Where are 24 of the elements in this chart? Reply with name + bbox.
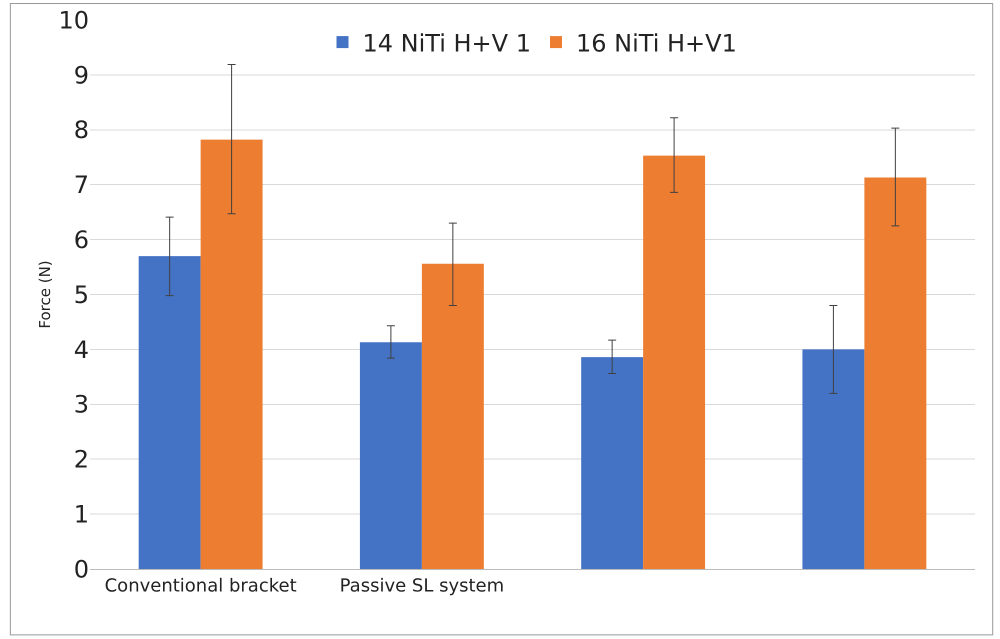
y-tick-label: 7 [74,171,89,200]
y-tick-label: 10 [58,6,89,34]
bar [864,178,926,569]
bar [581,357,644,569]
y-tick-label: 4 [74,336,89,364]
legend-label: 14 NiTi H+V 1 [362,29,531,58]
bar [200,140,263,569]
x-tick-label: Passive SL system [340,576,504,597]
y-tick-label: 9 [74,61,89,90]
y-axis-title: Force (N) [36,260,54,329]
x-tick-label: Conventional bracket [104,576,297,597]
bar [422,264,484,569]
y-tick-label: 8 [74,116,89,144]
bar [138,256,201,569]
y-tick-label: 5 [74,280,89,309]
y-tick-label: 2 [74,446,89,474]
bar [360,342,422,569]
y-tick-label: 0 [74,555,89,584]
bar [802,349,864,569]
y-tick-label: 3 [74,390,89,419]
legend-label: 16 NiTi H+V1 [576,29,737,58]
bar [643,156,706,569]
y-tick-label: 6 [74,226,89,254]
y-tick-label: 1 [74,500,89,528]
